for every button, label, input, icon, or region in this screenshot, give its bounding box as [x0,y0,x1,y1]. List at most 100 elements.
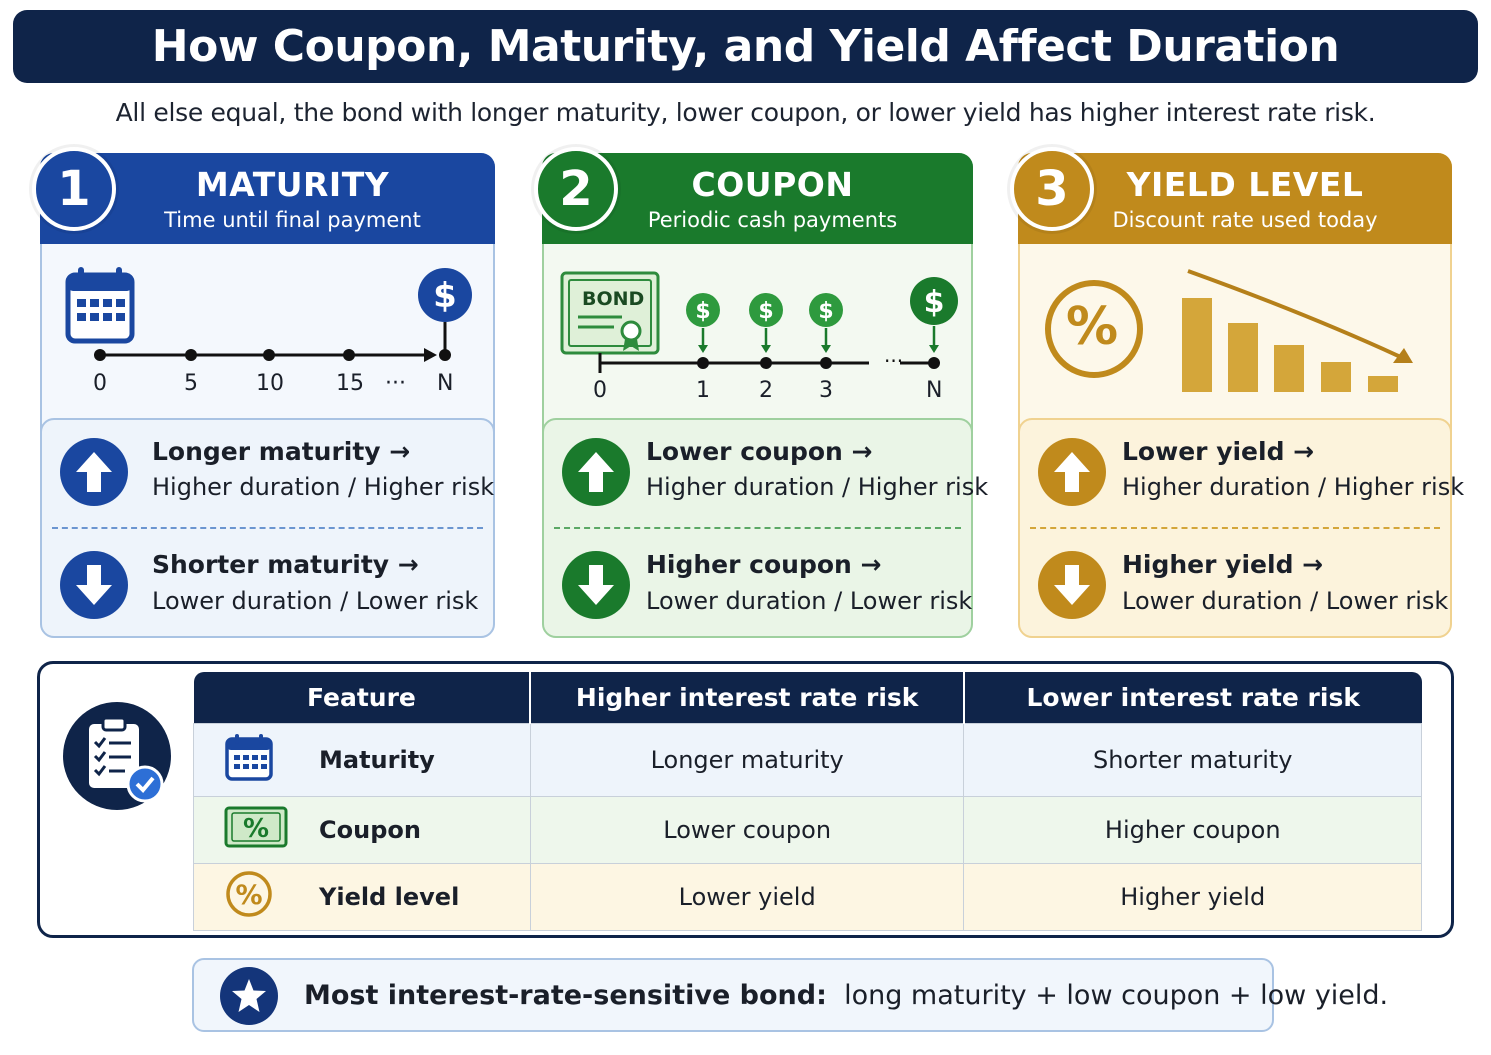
yield-number: 3 [1035,161,1069,217]
maturity-down-effect: Shorter maturity → Lower duration / Lowe… [42,535,493,635]
svg-text:$: $ [818,299,833,324]
coupon-divider [554,527,961,529]
maturity-up-line1: Longer maturity → [152,437,411,466]
star-icon [220,967,278,1025]
maturity-effects: Longer maturity → Higher duration / High… [40,418,495,638]
coupon-tick-label: 0 [593,378,607,403]
maturity-up-line2: Higher duration / Higher risk [152,473,495,501]
maturity-down-line1: Shorter maturity → [152,550,419,579]
summary-text: Most interest-rate-sensitive bond: long … [304,980,1388,1011]
maturity-number: 1 [57,161,91,217]
yield-card: YIELD LEVEL Discount rate used today 3 %… [1010,147,1464,638]
coupon-down-line2: Lower duration / Lower risk [646,587,973,615]
arrow-down-icon [562,551,630,619]
coupon-timeline-graphic: $ $ $ $ ··· [560,271,958,373]
table-cell: Higher yield [963,862,1422,931]
yield-heading: YIELD LEVEL [1126,165,1364,204]
coupon-down-effect: Higher coupon → Lower duration / Lower r… [544,535,973,635]
coupon-up-effect: Lower coupon → Higher duration / Higher … [544,420,988,520]
table-row: % Yield level Lower yield Higher yield [193,862,1422,931]
yield-down-line2: Lower duration / Lower risk [1122,587,1449,615]
maturity-divider [52,527,483,529]
coupon-tick-label: 1 [696,378,710,403]
coupon-up-line2: Higher duration / Higher risk [646,473,989,501]
table-cell: Lower yield [529,862,965,931]
percent-symbol: % [1066,297,1119,357]
yield-up-line1: Lower yield → [1122,437,1315,466]
maturity-tick-label: ··· [385,371,406,396]
percent-circle-icon: % [224,869,274,925]
dollar-icon: $ [418,268,472,355]
yield-graphic-svg [1045,269,1413,392]
coupon-down-line1: Higher coupon → [646,550,882,579]
calendar-icon [65,267,135,344]
coupon-up-line1: Lower coupon → [646,437,873,466]
maturity-tick-label: 10 [256,371,284,396]
table-cell: Higher coupon [963,795,1422,864]
coupon-tick-label: N [926,378,943,403]
declining-bars-icon [1182,298,1398,392]
comparison-table: Feature Higher interest rate risk Lower … [193,672,1422,931]
bond-label: BOND [582,288,645,310]
coupon-tick-label: 3 [819,378,833,403]
coupon-card: COUPON Periodic cash payments 2 $ $ $ $ [534,147,988,638]
summary-bold: Most interest-rate-sensitive bond: [304,980,827,1011]
table-cell: Lower coupon [529,795,965,864]
comparison-panel: Feature Higher interest rate risk Lower … [37,661,1454,938]
yield-graphic: % [1020,255,1450,415]
svg-text:$: $ [695,299,710,324]
maturity-number-badge: 1 [32,147,116,231]
svg-text:%: % [243,814,269,844]
arrow-up-icon [562,438,630,506]
yield-effects: Lower yield → Higher duration / Higher r… [1018,418,1464,638]
yield-subheading: Discount rate used today [1112,208,1378,232]
arrow-up-icon [60,438,128,506]
coupon-timeline: $ $ $ $ ··· BOND 0 1 2 3 N [544,255,971,415]
column-header: Feature [193,672,532,723]
coupon-effects: Lower coupon → Higher duration / Higher … [542,418,988,638]
column-header: Lower interest rate risk [963,672,1422,723]
page-title: How Coupon, Maturity, and Yield Affect D… [151,21,1340,72]
svg-text:···: ··· [884,349,903,373]
svg-text:$: $ [924,285,945,320]
svg-text:%: % [235,880,262,911]
maturity-card: MATURITY Time until final payment 1 $ [32,147,495,638]
coupon-heading: COUPON [691,165,854,204]
table-cell: Shorter maturity [963,722,1422,797]
feature-label: Coupon [319,815,421,844]
bond-certificate-icon [560,271,660,355]
yield-divider [1030,527,1440,529]
checklist-clipboard-icon [63,702,171,810]
coupon-number-badge: 2 [534,147,618,231]
table-row: % Coupon Lower coupon Higher coupon [193,795,1422,864]
maturity-down-line2: Lower duration / Lower risk [152,587,479,615]
arrow-down-icon [60,551,128,619]
table-header-row: Feature Higher interest rate risk Lower … [193,672,1422,723]
percent-icon [1045,280,1143,378]
svg-text:$: $ [433,276,457,316]
arrow-up-icon [1038,438,1106,506]
svg-text:$: $ [758,299,773,324]
maturity-timeline-graphic: $ [65,267,472,362]
maturity-card-header: MATURITY Time until final payment [40,153,495,244]
maturity-up-effect: Longer maturity → Higher duration / High… [42,420,495,520]
maturity-subheading: Time until final payment [164,208,421,232]
title-banner: How Coupon, Maturity, and Yield Affect D… [13,10,1478,83]
summary-callout: Most interest-rate-sensitive bond: long … [192,958,1388,1032]
page-subtitle: All else equal, the bond with longer mat… [115,98,1376,127]
maturity-timeline: $ 0 5 10 15 ··· N [42,255,493,415]
dollar-icon: $ $ $ $ [686,277,958,327]
feature-label: Maturity [319,745,435,774]
coupon-number: 2 [559,161,593,217]
feature-label: Yield level [319,882,460,911]
yield-up-line2: Higher duration / Higher risk [1122,473,1465,501]
maturity-tick-label: N [437,371,454,396]
column-header: Higher interest rate risk [530,672,965,723]
maturity-tick-label: 0 [93,371,107,396]
arrow-down-icon [1038,551,1106,619]
yield-down-line1: Higher yield → [1122,550,1324,579]
yield-down-effect: Higher yield → Lower duration / Lower ri… [1020,535,1450,635]
calendar-icon [224,732,274,788]
table-cell: Longer maturity [529,722,965,797]
summary-rest: long maturity + low coupon + low yield. [844,980,1389,1011]
